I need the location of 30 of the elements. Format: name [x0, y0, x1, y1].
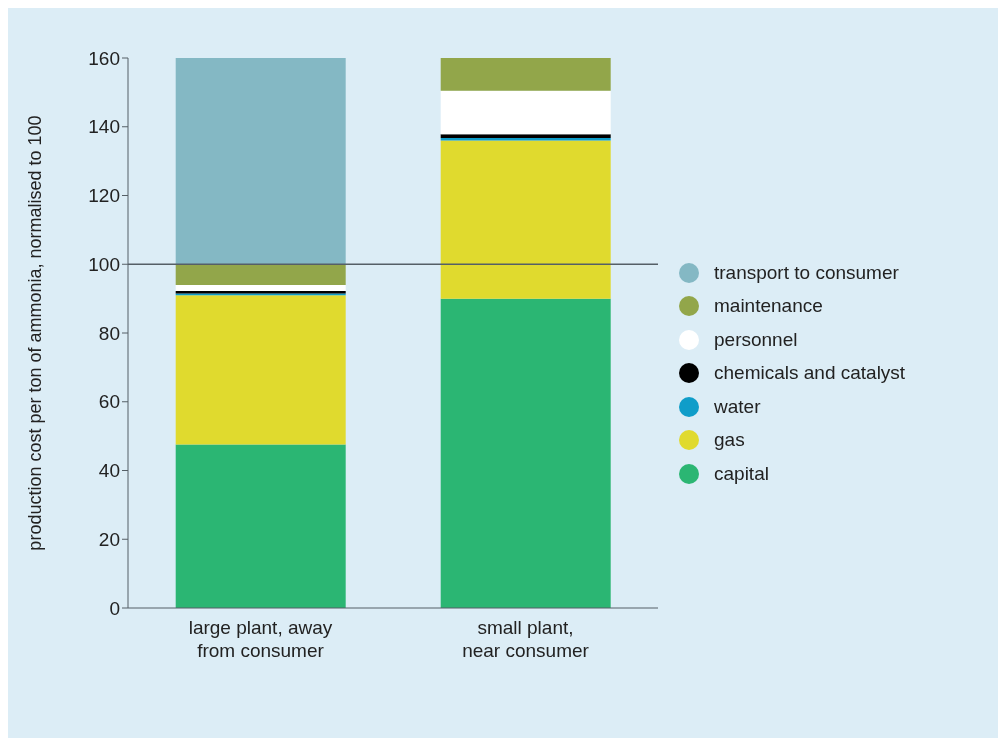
bar [175, 284, 346, 292]
legend-label: maintenance [714, 295, 823, 317]
bar [440, 138, 611, 141]
x-tick-label: large plant, away from consumer [188, 617, 333, 661]
y-axis-title: production cost per ton of ammonia, normalised to 100 [25, 115, 46, 551]
legend-label: water [714, 395, 761, 418]
y-tick-label: 160 [88, 47, 120, 69]
bar [175, 264, 346, 285]
bar [175, 444, 346, 608]
y-tick-label: 40 [98, 460, 120, 482]
y-tick-label: 120 [88, 185, 120, 207]
legend-label: gas [714, 429, 745, 451]
legend-label: personnel [714, 328, 798, 351]
legend-label: chemicals and catalyst [714, 362, 906, 384]
y-tick-label: 0 [109, 597, 120, 619]
bar [440, 140, 611, 299]
y-tick-label: 80 [98, 322, 120, 344]
x-tick-label: small plant, near consumer [462, 617, 590, 661]
bar [440, 58, 611, 91]
legend-label: capital [714, 462, 769, 485]
legend-label: transport to consumer [714, 261, 899, 284]
bar [440, 134, 611, 139]
bar [175, 58, 346, 265]
y-tick-label: 140 [88, 116, 120, 138]
bar [440, 90, 611, 135]
y-tick-label: 60 [98, 391, 120, 413]
bar [175, 295, 346, 445]
y-tick-label: 20 [98, 528, 120, 550]
bar [440, 298, 611, 608]
y-tick-label: 100 [88, 253, 120, 275]
